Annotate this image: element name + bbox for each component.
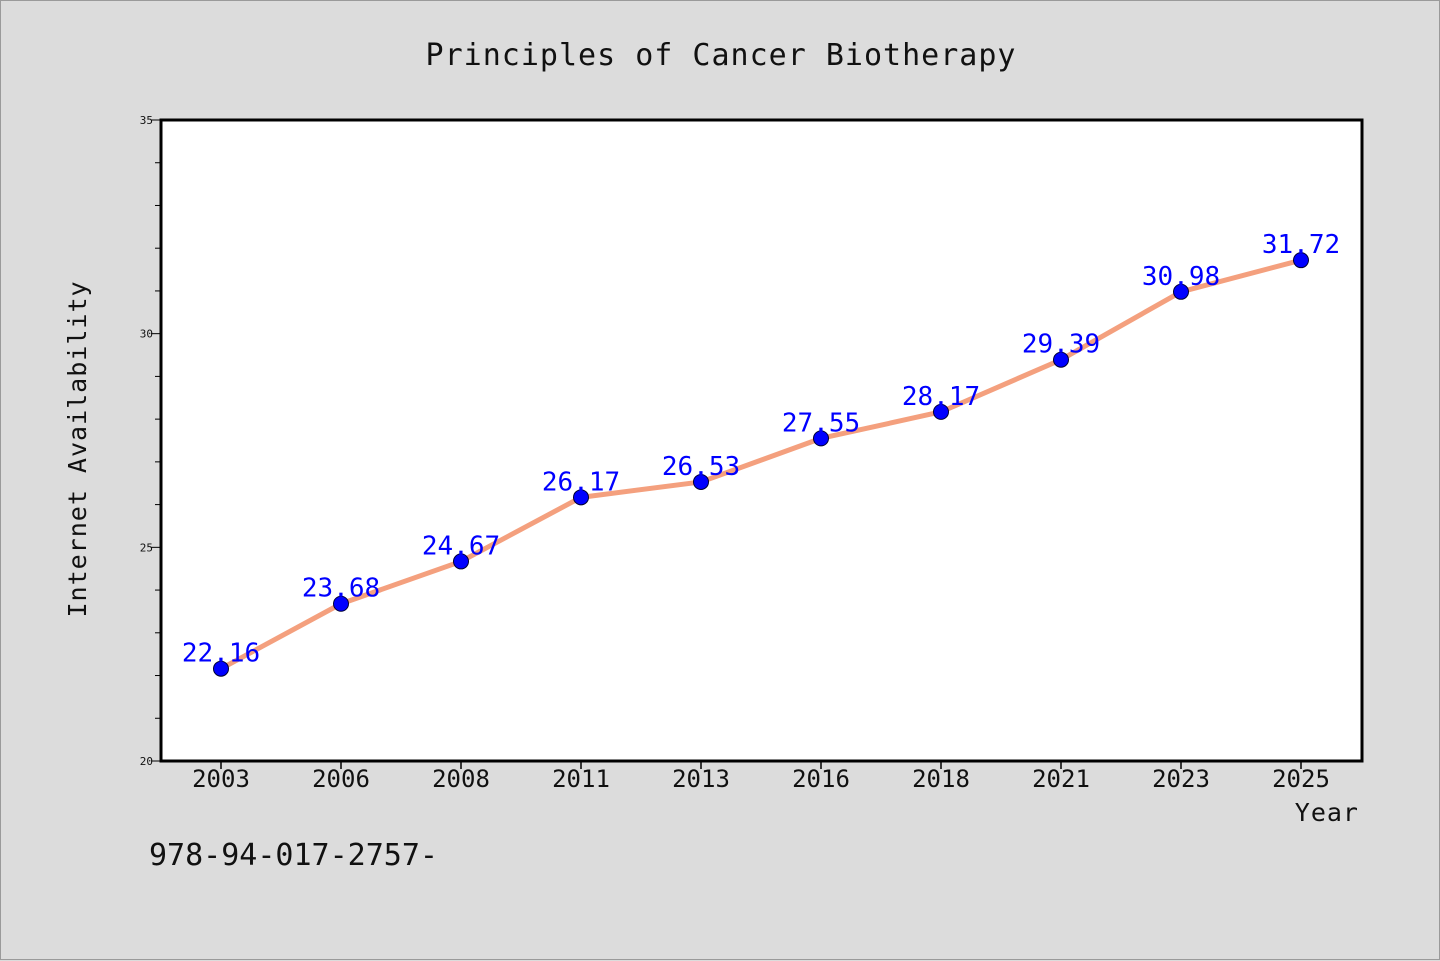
data-label: 28.17 (902, 382, 980, 412)
y-tick-label: 35 (140, 114, 153, 127)
x-tick-label: 2013 (672, 765, 730, 793)
x-tick-label: 2008 (432, 765, 490, 793)
x-tick-label: 2011 (552, 765, 610, 793)
data-label: 27.55 (782, 408, 860, 438)
data-point (1293, 252, 1309, 269)
data-label: 24.67 (422, 531, 500, 561)
y-tick-label: 30 (140, 328, 153, 341)
data-point (1053, 351, 1069, 368)
x-tick-label: 2025 (1272, 765, 1330, 793)
x-tick-label: 2016 (792, 765, 850, 793)
x-tick-label: 2006 (312, 765, 370, 793)
x-tick-label: 2021 (1032, 765, 1090, 793)
series-line (218, 257, 1304, 672)
x-axis: 2003 2006 2008 2011 2013 2016 2018 2021 2023 2025 (192, 761, 1330, 793)
data-point (333, 595, 349, 612)
data-point (213, 660, 229, 677)
data-label: 23.68 (302, 574, 380, 604)
data-label: 30.98 (1142, 262, 1220, 292)
x-tick-label: 2003 (192, 765, 250, 793)
data-point (453, 553, 469, 570)
series-layer: 22.16 23.68 24.67 26.17 26.53 27.55 28.17 29.39… (182, 230, 1340, 677)
data-point (1173, 283, 1189, 300)
x-tick-label: 2023 (1152, 765, 1210, 793)
data-point (693, 473, 709, 490)
plot-area (161, 120, 1362, 761)
plot-frame (159, 118, 1364, 763)
y-tick-label: 20 (140, 755, 153, 768)
data-point (573, 489, 589, 506)
data-label: 26.17 (542, 467, 620, 497)
chart-title: Principles of Cancer Biotherapy (426, 38, 1017, 73)
data-label: 26.53 (662, 452, 740, 482)
x-axis-label: Year (1295, 798, 1359, 827)
y-tick-label: 25 (140, 541, 153, 554)
data-label: 22.16 (182, 639, 260, 669)
y-axis: 20 25 30 35 (140, 114, 161, 768)
footer-isbn-text: 978-94-017-2757- (149, 838, 438, 873)
data-label: 31.72 (1262, 230, 1340, 260)
data-point (933, 403, 949, 420)
x-tick-label: 2018 (912, 765, 970, 793)
data-label: 29.39 (1022, 330, 1100, 360)
data-point (813, 430, 829, 447)
y-axis-label: Internet Availability (63, 280, 92, 617)
